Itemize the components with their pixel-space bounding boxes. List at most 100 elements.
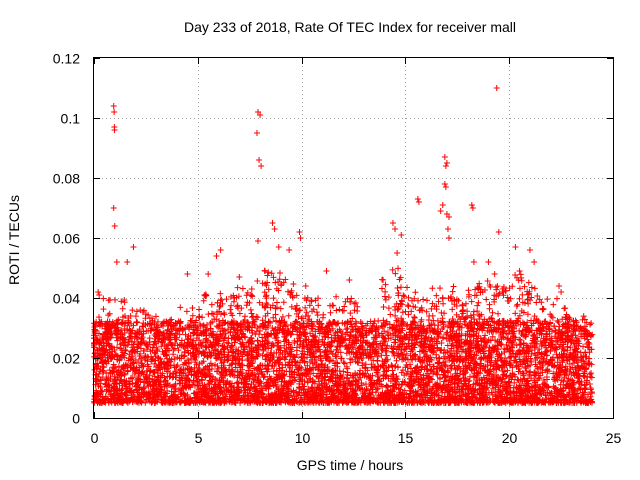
data-point (259, 390, 266, 397)
data-point (137, 345, 144, 352)
data-point (457, 367, 464, 374)
data-point (503, 383, 510, 390)
data-point (308, 325, 315, 332)
data-point (220, 367, 227, 374)
data-point (451, 390, 458, 397)
data-point (229, 393, 236, 400)
chart-title: Day 233 of 2018, Rate Of TEC Index for r… (184, 19, 516, 35)
data-point (207, 360, 214, 367)
data-point (378, 352, 385, 359)
data-point (275, 361, 282, 368)
data-point (117, 369, 124, 376)
data-point (482, 332, 489, 339)
data-point (311, 389, 318, 396)
data-point (363, 385, 370, 392)
data-point (208, 366, 215, 373)
data-point (229, 360, 236, 367)
data-point (217, 370, 224, 377)
data-point (215, 365, 222, 372)
data-point (393, 357, 400, 364)
data-point (188, 355, 195, 362)
data-point (516, 336, 523, 343)
data-point (428, 356, 435, 363)
data-point (263, 351, 270, 358)
data-point (194, 378, 201, 385)
data-point (349, 385, 356, 392)
data-point (382, 348, 389, 355)
data-point (374, 366, 381, 373)
data-point (401, 372, 408, 379)
data-point (271, 389, 278, 396)
data-point (464, 385, 471, 392)
data-point (122, 391, 129, 398)
data-point (341, 360, 348, 367)
data-point (453, 337, 460, 344)
data-point (364, 320, 371, 327)
data-point (369, 372, 376, 379)
data-point (214, 368, 221, 375)
data-point (415, 333, 422, 340)
data-point (161, 393, 168, 400)
data-point (307, 330, 314, 337)
data-point (484, 327, 491, 334)
data-point (261, 362, 268, 369)
data-point (174, 354, 181, 361)
data-point (357, 367, 364, 374)
data-point (340, 359, 347, 366)
data-point (427, 367, 434, 374)
data-point (500, 371, 507, 378)
data-point (422, 389, 429, 396)
data-point (515, 377, 522, 384)
data-point (182, 331, 189, 338)
data-point (369, 386, 376, 393)
data-point (187, 366, 194, 373)
data-point (490, 385, 497, 392)
data-point (416, 356, 423, 363)
data-point (548, 398, 555, 405)
data-point (309, 385, 316, 392)
data-point (275, 340, 282, 347)
data-point (259, 399, 266, 406)
data-point (293, 344, 300, 351)
data-point (470, 381, 477, 388)
data-point (276, 374, 283, 381)
data-point (444, 342, 451, 349)
data-point (171, 345, 178, 352)
data-point (298, 353, 305, 360)
data-point (270, 368, 277, 375)
data-point (539, 360, 546, 367)
data-point (435, 354, 442, 361)
data-point (514, 376, 521, 383)
data-point (469, 385, 476, 392)
data-point (586, 381, 593, 388)
data-point (436, 355, 443, 362)
data-point (296, 365, 303, 372)
data-point (198, 376, 205, 383)
data-point (231, 325, 238, 332)
data-point (141, 354, 148, 361)
data-point (528, 358, 535, 365)
data-point (232, 364, 239, 371)
data-point (332, 351, 339, 358)
data-point (388, 325, 395, 332)
data-point (583, 319, 590, 326)
data-point (551, 323, 558, 330)
data-point (140, 379, 147, 386)
data-point (114, 356, 121, 363)
data-point (440, 353, 447, 360)
data-point (503, 372, 510, 379)
data-point (403, 350, 410, 357)
data-point (411, 377, 418, 384)
data-point (398, 369, 405, 376)
data-point (584, 360, 591, 367)
data-point (422, 348, 429, 355)
data-point (458, 336, 465, 343)
data-point (217, 379, 224, 386)
data-point (462, 332, 469, 339)
data-point (246, 367, 253, 374)
data-point (583, 365, 590, 372)
data-point (106, 386, 113, 393)
data-point (392, 381, 399, 388)
data-point (342, 320, 349, 327)
